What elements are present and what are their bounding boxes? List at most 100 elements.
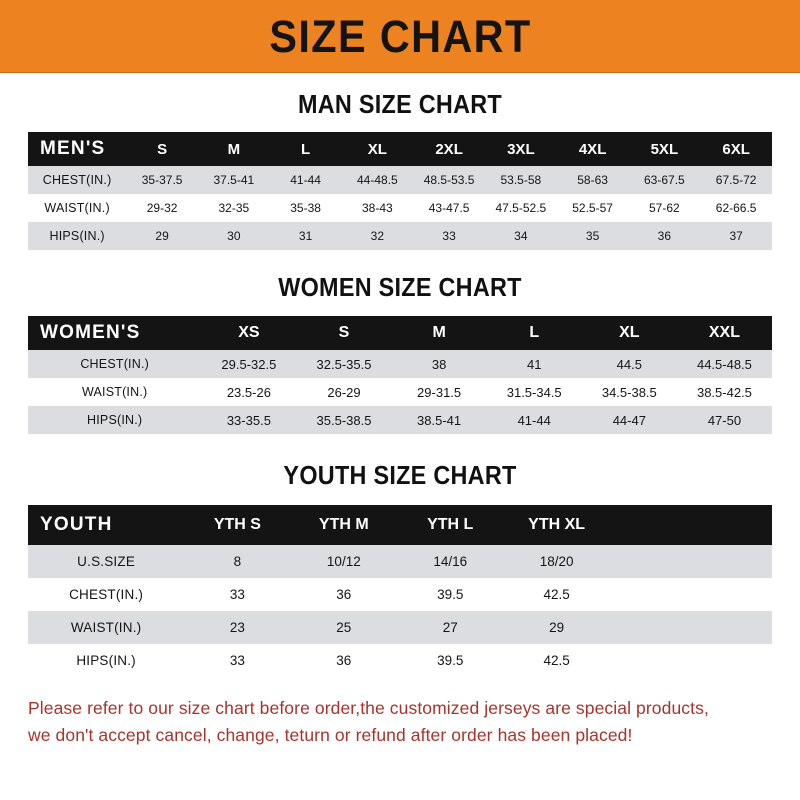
youth-section-title: YOUTH SIZE CHART: [283, 460, 517, 490]
youth-corner-label: YOUTH: [40, 514, 113, 535]
man-row-label-1: WAIST(IN.): [44, 201, 110, 215]
women-table-wrapper: WOMEN'S XS S M L XL XXL CHEST(IN.) 29.5-…: [28, 316, 772, 434]
youth-cell-0-1: 10/12: [326, 554, 361, 569]
youth-header-spacer: [610, 505, 772, 545]
man-cell-1-8: 62-66.5: [715, 201, 757, 215]
youth-size-col-1: YTH M: [318, 516, 369, 533]
women-row-label-0: CHEST(IN.): [80, 357, 149, 371]
man-cell-2-6: 35: [585, 229, 600, 243]
youth-cell-2-1: 25: [336, 620, 352, 635]
man-size-col-2: L: [301, 140, 311, 158]
women-size-col-1: S: [338, 324, 350, 341]
man-row-label-0: CHEST(IN.): [42, 173, 112, 187]
women-section-title: WOMEN SIZE CHART: [278, 272, 522, 302]
women-table-header: WOMEN'S XS S M L XL XXL: [28, 316, 772, 350]
women-cell-2-2: 38.5-41: [417, 412, 462, 428]
man-cell-0-8: 67.5-72: [715, 173, 757, 187]
man-table-header: MEN'S S M L XL 2XL 3XL 4XL 5XL 6XL: [28, 132, 772, 166]
youth-cell-3-3: 42.5: [543, 653, 570, 668]
man-table-wrapper: MEN'S S M L XL 2XL 3XL 4XL 5XL 6XL CHEST…: [28, 132, 772, 250]
table-row: CHEST(IN.) 33 36 39.5 42.5: [28, 578, 772, 611]
disclaimer-line-1: Please refer to our size chart before or…: [28, 698, 709, 718]
man-size-col-3: XL: [367, 140, 387, 158]
women-cell-0-3: 41: [526, 356, 542, 372]
man-cell-2-3: 32: [370, 229, 385, 243]
women-corner-label: WOMEN'S: [40, 322, 141, 343]
youth-cell-spacer: [610, 644, 772, 677]
women-table-body: CHEST(IN.) 29.5-32.5 32.5-35.5 38 41 44.…: [28, 350, 772, 434]
youth-table-header: YOUTH YTH S YTH M YTH L YTH XL: [28, 505, 772, 545]
youth-table-body: U.S.SIZE 8 10/12 14/16 18/20 CHEST(IN.) …: [28, 545, 772, 677]
man-cell-1-0: 29-32: [146, 201, 178, 215]
man-cell-2-4: 33: [442, 229, 456, 243]
table-row: CHEST(IN.) 35-37.5 37.5-41 41-44 44-48.5…: [28, 166, 772, 194]
youth-cell-1-0: 33: [229, 587, 245, 602]
man-cell-0-6: 58-63: [577, 173, 608, 187]
women-cell-1-4: 34.5-38.5: [601, 384, 657, 400]
table-header-row: YOUTH YTH S YTH M YTH L YTH XL: [28, 505, 772, 545]
women-cell-2-4: 44-47: [612, 412, 646, 428]
man-cell-1-4: 43-47.5: [428, 201, 470, 215]
man-size-col-6: 4XL: [578, 140, 607, 158]
youth-cell-3-1: 36: [336, 653, 352, 668]
man-size-col-0: S: [157, 140, 168, 158]
youth-table-wrapper: YOUTH YTH S YTH M YTH L YTH XL U.S.SIZE …: [28, 505, 772, 677]
table-row: HIPS(IN.) 29 30 31 32 33 34 35 36 37: [28, 222, 772, 250]
man-cell-1-5: 47.5-52.5: [495, 201, 547, 215]
man-size-col-8: 6XL: [722, 140, 750, 158]
table-row: CHEST(IN.) 29.5-32.5 32.5-35.5 38 41 44.…: [28, 350, 772, 378]
man-cell-1-3: 38-43: [362, 201, 393, 215]
youth-cell-2-3: 29: [549, 620, 565, 635]
youth-cell-0-3: 18/20: [539, 554, 574, 569]
women-row-label-1: WAIST(IN.): [81, 385, 148, 399]
women-size-table: WOMEN'S XS S M L XL XXL CHEST(IN.) 29.5-…: [28, 316, 772, 434]
man-cell-2-8: 37: [729, 229, 743, 243]
women-row-label-2: HIPS(IN.): [87, 413, 143, 427]
youth-cell-1-3: 42.5: [543, 587, 570, 602]
youth-cell-3-2: 39.5: [437, 653, 464, 668]
women-cell-0-2: 38: [431, 356, 447, 372]
table-row: WAIST(IN.) 29-32 32-35 35-38 38-43 43-47…: [28, 194, 772, 222]
man-cell-0-3: 44-48.5: [357, 173, 398, 187]
women-size-col-3: L: [529, 324, 540, 341]
table-header-row: MEN'S S M L XL 2XL 3XL 4XL 5XL 6XL: [28, 132, 772, 166]
disclaimer-text: Please refer to our size chart before or…: [28, 695, 772, 749]
page-title: SIZE CHART: [268, 10, 532, 62]
man-corner-label: MEN'S: [40, 138, 106, 159]
youth-cell-2-0: 23: [229, 620, 245, 635]
women-cell-0-0: 29.5-32.5: [221, 356, 277, 372]
youth-cell-0-2: 14/16: [433, 554, 468, 569]
women-cell-0-4: 44.5: [616, 356, 642, 372]
women-size-col-2: M: [432, 324, 446, 341]
youth-cell-3-0: 33: [229, 653, 245, 668]
youth-cell-2-2: 27: [442, 620, 458, 635]
women-cell-0-1: 32.5-35.5: [316, 356, 372, 372]
man-size-col-5: 3XL: [507, 140, 535, 158]
man-size-col-7: 5XL: [650, 140, 679, 158]
women-cell-1-0: 23.5-26: [226, 384, 271, 400]
man-cell-0-4: 48.5-53.5: [423, 173, 475, 187]
table-row: HIPS(IN.) 33-35.5 35.5-38.5 38.5-41 41-4…: [28, 406, 772, 434]
women-cell-0-5: 44.5-48.5: [696, 356, 752, 372]
disclaimer-line-2: we don't accept cancel, change, teturn o…: [28, 725, 633, 746]
youth-row-label-1: CHEST(IN.): [69, 587, 144, 602]
youth-cell-1-1: 36: [336, 587, 352, 602]
youth-cell-spacer: [610, 578, 772, 611]
man-cell-1-6: 52.5-57: [572, 201, 613, 215]
man-cell-0-1: 37.5-41: [213, 173, 255, 187]
man-size-table: MEN'S S M L XL 2XL 3XL 4XL 5XL 6XL CHEST…: [28, 132, 772, 250]
women-size-col-5: XXL: [708, 324, 740, 341]
table-row: U.S.SIZE 8 10/12 14/16 18/20: [28, 545, 772, 578]
youth-row-label-3: HIPS(IN.): [76, 653, 136, 668]
youth-cell-0-0: 8: [233, 554, 242, 569]
man-section-title: MAN SIZE CHART: [298, 89, 502, 119]
man-size-col-1: M: [227, 140, 241, 158]
women-cell-2-3: 41-44: [517, 412, 551, 428]
man-cell-2-1: 30: [227, 229, 241, 243]
man-cell-2-2: 31: [298, 229, 313, 243]
man-table-body: CHEST(IN.) 35-37.5 37.5-41 41-44 44-48.5…: [28, 166, 772, 250]
man-row-label-2: HIPS(IN.): [49, 229, 105, 243]
man-cell-1-2: 35-38: [290, 201, 321, 215]
table-row: HIPS(IN.) 33 36 39.5 42.5: [28, 644, 772, 677]
